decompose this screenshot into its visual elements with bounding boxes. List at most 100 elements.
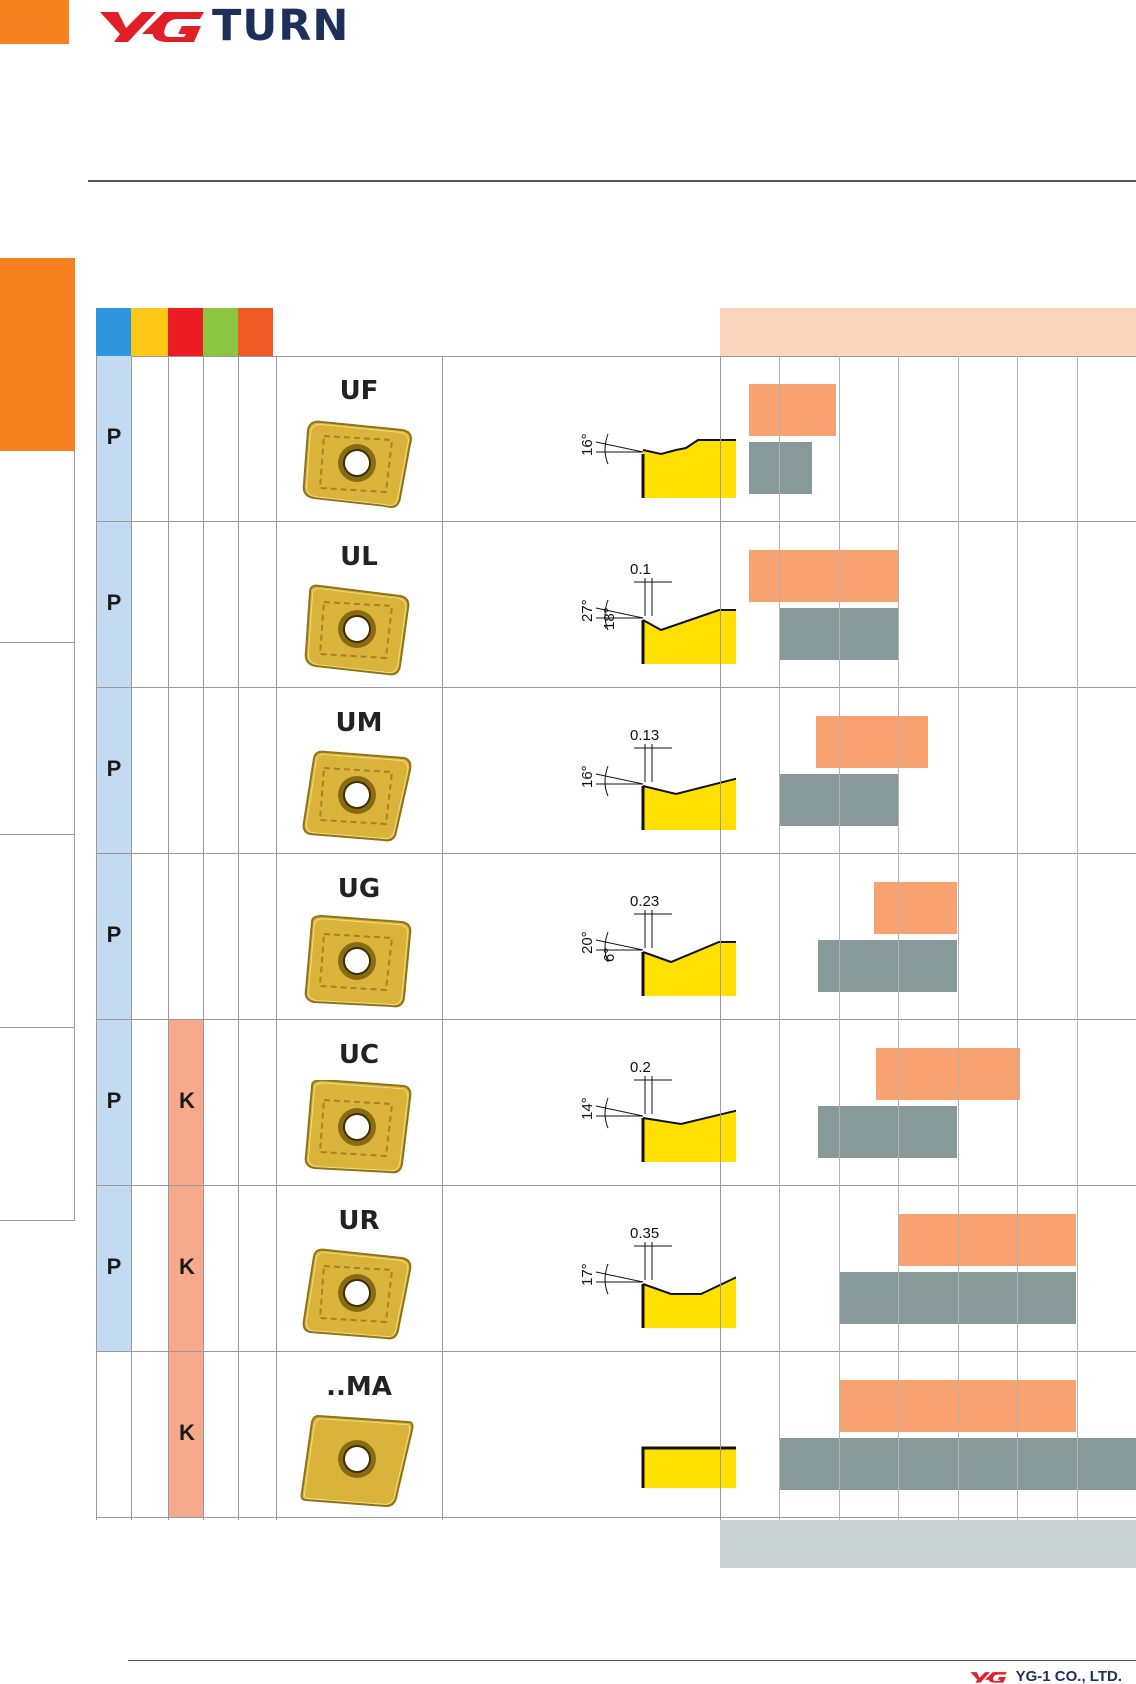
column-divider xyxy=(131,356,132,1520)
header-rule xyxy=(88,180,1136,182)
profile-angle-label: 14° xyxy=(579,1097,596,1120)
insert-image xyxy=(304,584,410,676)
table-frame xyxy=(96,356,1136,1520)
swatch-s xyxy=(238,308,273,356)
chipbreaker-table: P UF 16° P UL 27° 18° 0.1 P UM 16° 0.13 P UG 20° 6° 0.23… xyxy=(96,308,1136,1568)
table-row xyxy=(96,1186,1136,1352)
insert-image xyxy=(302,750,412,842)
iso-p-cell xyxy=(97,1020,131,1185)
chipbreaker-profile: 27° 18° 0.1 xyxy=(579,561,736,664)
profile-angle-label: 6° xyxy=(601,948,618,962)
depth-range-bar xyxy=(817,940,958,992)
side-nav-border xyxy=(74,451,75,1221)
depth-range-bar xyxy=(838,1272,1076,1324)
footer-brand: YG-1 CO., LTD. xyxy=(968,1668,1122,1684)
column-divider xyxy=(442,356,443,1520)
profile-land-width: 0.35 xyxy=(630,1225,659,1242)
brand-logo: TURN xyxy=(98,4,349,48)
chipbreaker-name: UR xyxy=(338,1206,380,1236)
insert-image xyxy=(302,420,412,508)
table-row xyxy=(96,356,1136,522)
swatch-m xyxy=(131,308,168,356)
side-nav-separator xyxy=(0,1027,74,1028)
feed-range-bar xyxy=(873,882,958,934)
application-footer xyxy=(720,1520,1136,1568)
iso-p-label: P xyxy=(106,424,122,449)
iso-k-cell xyxy=(168,1352,203,1517)
chipbreaker-name: UF xyxy=(339,376,379,406)
profile-angle-label: 16° xyxy=(579,765,596,788)
table-row xyxy=(96,1352,1136,1518)
chipbreaker-name: UC xyxy=(338,1040,380,1070)
chart-gridline xyxy=(957,356,959,1520)
application-header xyxy=(720,308,1136,356)
feed-range-bar xyxy=(749,550,899,602)
profile-land-width: 0.2 xyxy=(630,1059,651,1076)
profile-angle-label: 27° xyxy=(579,599,596,622)
chart-gridline xyxy=(838,356,840,1520)
side-nav-separator xyxy=(0,1220,74,1221)
chipbreaker-name: UL xyxy=(340,542,378,572)
chipbreaker-profile: 16° xyxy=(579,433,736,498)
iso-p-cell xyxy=(97,1186,131,1351)
footer-rule xyxy=(128,1660,1136,1661)
profile-land-width: 0.13 xyxy=(630,727,659,744)
column-divider xyxy=(238,356,239,1520)
feed-range-bar xyxy=(876,1048,1020,1100)
iso-k-label: K xyxy=(179,1254,195,1279)
chipbreaker-name: UG xyxy=(337,874,381,904)
profile-land-width: 0.23 xyxy=(630,893,659,910)
iso-p-label: P xyxy=(106,922,122,947)
feed-range-bar xyxy=(815,716,928,768)
chipbreaker-name: UM xyxy=(335,708,383,738)
chart-gridline xyxy=(898,356,900,1520)
insert-image xyxy=(300,1414,414,1507)
iso-p-label: P xyxy=(106,590,122,615)
footer-company: YG-1 CO., LTD. xyxy=(1015,1668,1122,1684)
chipbreaker-name: ..MA xyxy=(326,1372,392,1402)
iso-p-cell xyxy=(97,522,131,687)
insert-image xyxy=(304,914,412,1008)
insert-image xyxy=(302,1248,412,1340)
side-nav-separator xyxy=(0,642,74,643)
yg-logo-icon xyxy=(970,1671,1007,1683)
feed-range-bar xyxy=(898,1214,1076,1266)
table-row xyxy=(96,1020,1136,1186)
swatch-k xyxy=(168,308,203,356)
iso-p-cell xyxy=(97,356,131,521)
chipbreaker-profile: 16° 0.13 xyxy=(579,727,736,830)
side-nav-separator xyxy=(0,834,74,835)
chipbreaker-profile: 17° 0.35 xyxy=(579,1225,736,1328)
insert-image xyxy=(304,1080,412,1174)
chart-gridline xyxy=(1076,356,1078,1520)
side-nav-active-tab[interactable] xyxy=(0,258,75,451)
brand-name: TURN xyxy=(212,1,350,51)
iso-p-label: P xyxy=(106,756,122,781)
chipbreaker-profile: 20° 6° 0.23 xyxy=(579,893,736,996)
iso-k-label: K xyxy=(179,1088,195,1113)
iso-k-cell xyxy=(168,1020,203,1185)
table-row xyxy=(96,688,1136,854)
corner-tab xyxy=(0,0,69,44)
iso-p-label: P xyxy=(106,1254,122,1279)
column-divider xyxy=(168,356,169,1520)
table-row xyxy=(96,854,1136,1020)
profile-land-width: 0.1 xyxy=(630,561,651,578)
iso-k-label: K xyxy=(179,1420,195,1445)
depth-range-bar xyxy=(817,1106,958,1158)
iso-p-label: P xyxy=(106,1088,122,1113)
feed-range-bar xyxy=(749,384,837,436)
feed-range-bar xyxy=(838,1380,1076,1432)
swatch-n xyxy=(203,308,238,356)
chipbreaker-profile: 14° 0.2 xyxy=(579,1059,736,1162)
iso-p-cell xyxy=(97,688,131,853)
profile-angle-label: 16° xyxy=(579,433,596,456)
table-row xyxy=(96,522,1136,688)
column-divider xyxy=(276,356,277,1520)
profile-angle-label: 18° xyxy=(601,607,618,630)
iso-p-cell xyxy=(97,854,131,1019)
profile-angle-label: 20° xyxy=(579,931,596,954)
chart-gridline xyxy=(1017,356,1019,1520)
chart-gridline xyxy=(779,356,781,1520)
column-divider xyxy=(720,356,721,1520)
